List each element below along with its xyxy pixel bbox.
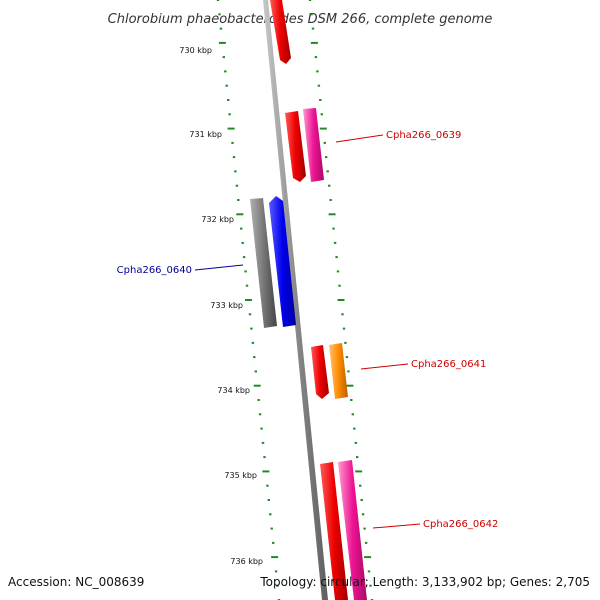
gene-arrow <box>320 462 348 600</box>
leader-line <box>194 264 244 271</box>
gene-label-cpha266-0639[interactable]: Cpha266_0639 <box>386 130 461 141</box>
gene-arrow <box>329 343 348 399</box>
ruler-label: 731 kbp <box>189 130 222 139</box>
ruler-label: 736 kbp <box>230 557 263 566</box>
map-title: Chlorobium phaeobacteroides DSM 266, com… <box>108 12 493 27</box>
gene-arrow <box>269 196 296 327</box>
ruler-label: 732 kbp <box>201 215 234 224</box>
ruler-dots <box>216 0 374 600</box>
summary-text: Topology: circular; Length: 3,133,902 bp… <box>259 575 590 589</box>
leader-line <box>372 523 421 529</box>
gene-label-cpha266-0640[interactable]: Cpha266_0640 <box>117 265 192 276</box>
gene-label-cpha266-0642[interactable]: Cpha266_0642 <box>423 519 498 530</box>
gene-arrow <box>338 460 367 600</box>
ruler-labels: 730 kbp 731 kbp 732 kbp 733 kbp 734 kbp … <box>179 46 263 566</box>
gene-label-cpha266-0641[interactable]: Cpha266_0641 <box>411 359 486 370</box>
gene-labels: Cpha266_0639 Cpha266_0640 Cpha266_0641 C… <box>117 130 499 530</box>
gene-arrow <box>285 111 306 182</box>
ruler-label: 735 kbp <box>224 471 257 480</box>
accession-text: Accession: NC_008639 <box>8 575 144 589</box>
ruler-label: 733 kbp <box>210 301 243 310</box>
gene-arrow <box>250 198 277 328</box>
ruler-label: 734 kbp <box>217 386 250 395</box>
leader-line <box>360 363 409 370</box>
gene-arrow <box>270 0 291 64</box>
leader-line <box>335 134 384 143</box>
gene-arrow <box>303 108 324 182</box>
gene-arrow <box>311 345 329 399</box>
genome-backbone <box>263 0 328 600</box>
ruler-label: 730 kbp <box>179 46 212 55</box>
gene-features <box>250 0 367 600</box>
